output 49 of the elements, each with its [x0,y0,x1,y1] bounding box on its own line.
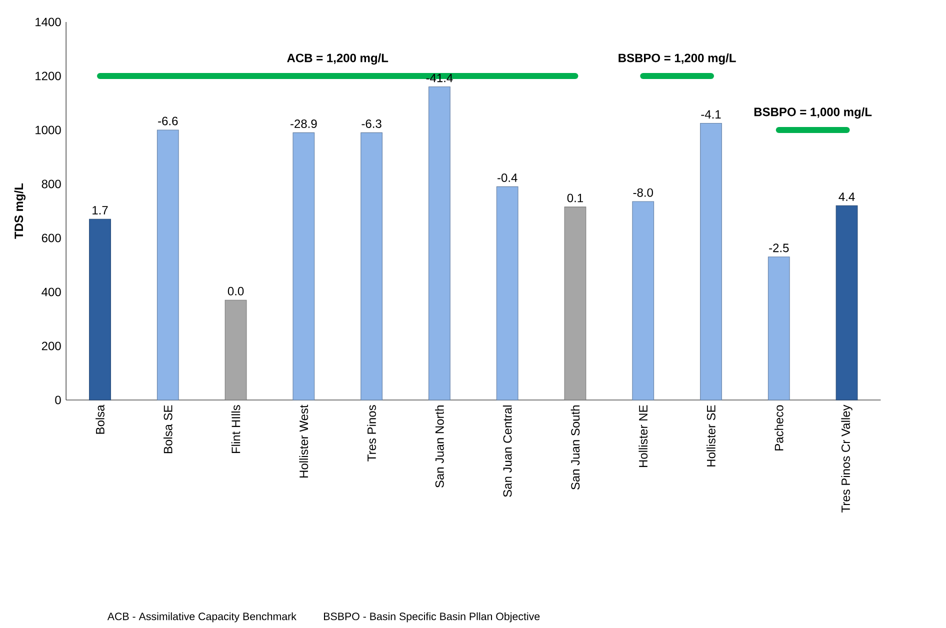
bar [224,300,247,400]
y-tick-label: 1400 [36,18,61,26]
bar [292,132,315,400]
x-tick-label: Tres Pinos Cr Valley [841,404,852,512]
x-tick-label: San Juan Central [502,406,512,497]
bar [564,206,586,400]
y-axis-title: TDS mg/L [14,183,26,239]
y-tick-label: 0 [55,396,61,404]
annotation: 1.7 [92,206,108,214]
annotation: -8.0 [633,188,653,197]
bar [360,132,382,400]
text: BSBPO - Basin Specific Basin Pllan Objective [324,612,540,622]
x-tick-label: Hollister West [299,404,308,478]
annotation: -2.5 [769,244,789,252]
bar [89,218,111,400]
series-label: BSBPO = 1,200 mg/L [618,53,736,65]
annotation: 0.1 [567,194,583,202]
annotation: -6.3 [362,119,382,128]
annotation: -0.4 [498,173,518,182]
series-label: ACB = 1,200 mg/L [287,53,388,65]
x-tick-label: San Juan South [570,405,580,490]
text: ACB - Assimilative Capacity Benchmark [107,612,296,622]
annotation: -6.6 [158,116,178,126]
series-label: BSBPO = 1,000 mg/L [754,107,872,119]
x-tick-label: Bolsa [96,404,104,434]
y-tick-label: 800 [42,180,61,188]
y-tick-label: 1200 [36,72,61,80]
x-tick-label: Hollister SE [706,405,716,466]
x-tick-label: San Juan North [435,405,444,488]
y-tick-label: 1000 [36,126,61,134]
x-tick-label: Flint HIlls [231,405,240,454]
bar [496,186,518,400]
y-tick-label: 600 [42,234,61,242]
annotation: 4.4 [838,192,855,201]
y-tick-label: 400 [42,288,61,296]
bar [428,86,450,400]
annotation: -4.1 [701,110,721,119]
annotation: 0.0 [228,286,244,296]
annotation: -28.9 [290,119,317,128]
bar [836,205,858,400]
bar [632,201,654,400]
x-tick-label: Bolsa SE [163,405,172,454]
bar [156,130,179,400]
bar [700,122,722,400]
x-tick-label: Pacheco [774,405,784,450]
y-tick-label: 200 [42,342,61,350]
x-tick-label: Tres Pinos [367,405,376,462]
bar [768,256,790,400]
x-tick-label: Hollister NE [638,405,648,468]
